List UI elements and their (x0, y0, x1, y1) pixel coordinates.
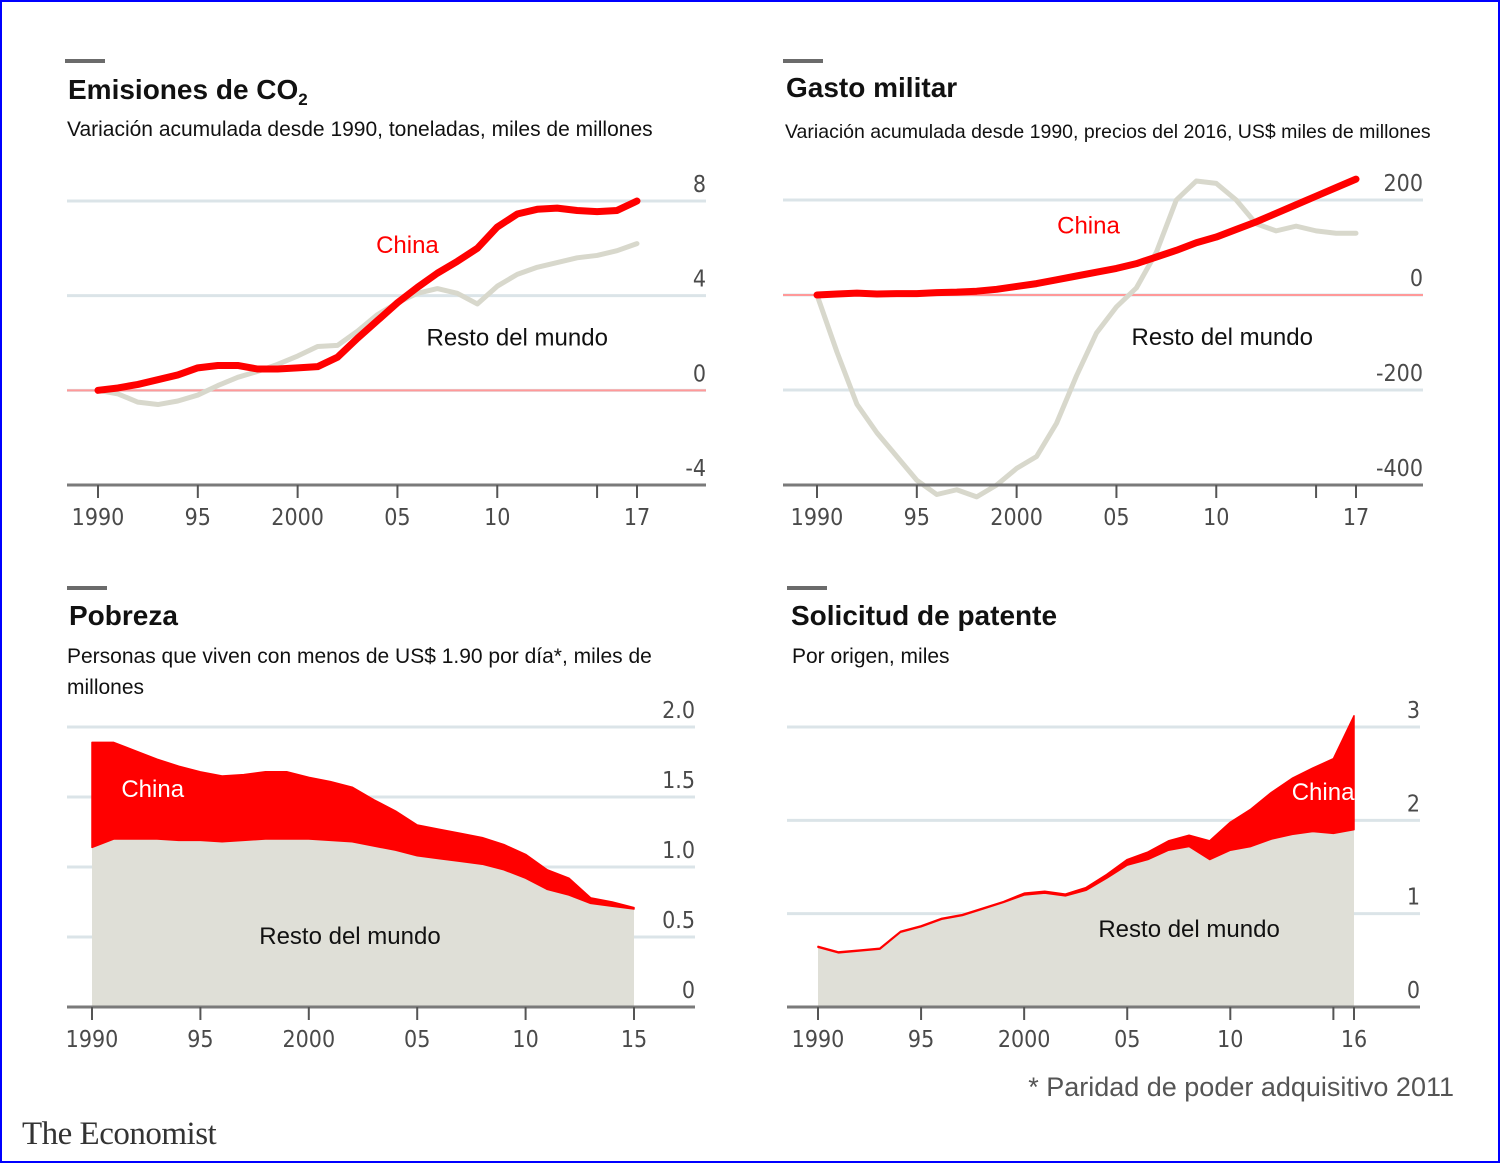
y-tick-label: 2 (1407, 791, 1420, 817)
y-tick-label: 0 (1407, 978, 1420, 1004)
line-rest-of-world (95, 241, 640, 408)
chart-subtitle: Por origen, miles (792, 645, 950, 668)
series-label-china: China (1292, 779, 1355, 806)
x-tick-label: 95 (185, 505, 211, 531)
x-tick-label: 16 (1341, 1027, 1367, 1053)
accent-bar (783, 59, 823, 63)
accent-bar (67, 586, 107, 590)
y-tick-label: 0.5 (662, 908, 695, 934)
y-tick-label: 3 (1407, 698, 1420, 724)
chart-title: Solicitud de patente (791, 600, 1058, 631)
y-tick-label: 2.0 (662, 698, 695, 724)
x-tick-label: 1990 (792, 1027, 845, 1053)
series-label-china: China (121, 776, 184, 803)
x-tick-label: 05 (404, 1027, 430, 1053)
x-tick-label: 1990 (66, 1027, 119, 1053)
x-tick-label: 2000 (271, 505, 324, 531)
series-label-rest-of-world: Resto del mundo (1132, 324, 1313, 351)
x-tick-label: 95 (187, 1027, 213, 1053)
footnote: * Paridad de poder adquisitivo 2011 (1028, 1072, 1454, 1102)
x-tick-label: 2000 (990, 505, 1043, 531)
brand-logo: The Economist (22, 1116, 217, 1152)
y-tick-label: 0 (693, 361, 706, 387)
chart-subtitle: Variación acumulada desde 1990, tonelada… (67, 118, 653, 141)
x-tick-label: 1990 (791, 505, 844, 531)
area-china (817, 715, 1355, 954)
y-tick-label: 200 (1384, 171, 1424, 197)
y-tick-label: 4 (693, 267, 706, 293)
y-tick-label: -200 (1376, 361, 1423, 387)
series-label-china: China (1057, 212, 1120, 239)
series-label-china: China (376, 232, 439, 259)
y-tick-label: 0 (682, 978, 695, 1004)
series-label-rest-of-world: Resto del mundo (1098, 916, 1279, 943)
y-tick-label: 1.0 (662, 838, 695, 864)
y-tick-label: 0 (1410, 266, 1423, 292)
y-tick-label: 8 (693, 172, 706, 198)
x-tick-label: 15 (621, 1027, 647, 1053)
line-china (94, 197, 641, 394)
y-tick-label: -400 (1376, 456, 1423, 482)
accent-bar (787, 586, 827, 590)
area-china (91, 741, 635, 910)
area-rest-of-world (92, 839, 634, 1007)
x-tick-label: 10 (512, 1027, 538, 1053)
y-tick-label: -4 (685, 456, 706, 482)
accent-bar (65, 59, 105, 63)
x-tick-label: 1990 (72, 505, 125, 531)
x-tick-label: 10 (1203, 505, 1229, 531)
x-tick-label: 10 (484, 505, 510, 531)
x-tick-label: 10 (1217, 1027, 1243, 1053)
chart-title: Emisiones de CO2 (68, 74, 308, 110)
series-label-rest-of-world: Resto del mundo (259, 923, 440, 950)
x-tick-label: 05 (1103, 505, 1129, 531)
x-tick-label: 95 (904, 505, 930, 531)
x-tick-label: 05 (384, 505, 410, 531)
x-tick-label: 17 (624, 505, 650, 531)
series-label-rest-of-world: Resto del mundo (426, 324, 607, 351)
chart-subtitle: Personas que viven con menos de US$ 1.90… (67, 645, 652, 699)
y-tick-label: 1 (1407, 885, 1420, 911)
x-tick-label: 95 (908, 1027, 934, 1053)
chart-title-text: Emisiones de CO (68, 74, 299, 105)
chart-title-subscript: 2 (298, 90, 308, 109)
x-tick-label: 17 (1343, 505, 1369, 531)
area-rest-of-world (818, 829, 1354, 1007)
x-tick-label: 2000 (282, 1027, 335, 1053)
chart-title: Gasto militar (786, 72, 958, 103)
x-tick-label: 2000 (998, 1027, 1051, 1053)
line-rest-of-world (814, 178, 1359, 500)
chart-subtitle: Variación acumulada desde 1990, precios … (785, 121, 1431, 143)
y-tick-label: 1.5 (662, 768, 695, 794)
line-china (813, 175, 1360, 299)
chart-title: Pobreza (69, 600, 178, 631)
x-tick-label: 05 (1114, 1027, 1140, 1053)
